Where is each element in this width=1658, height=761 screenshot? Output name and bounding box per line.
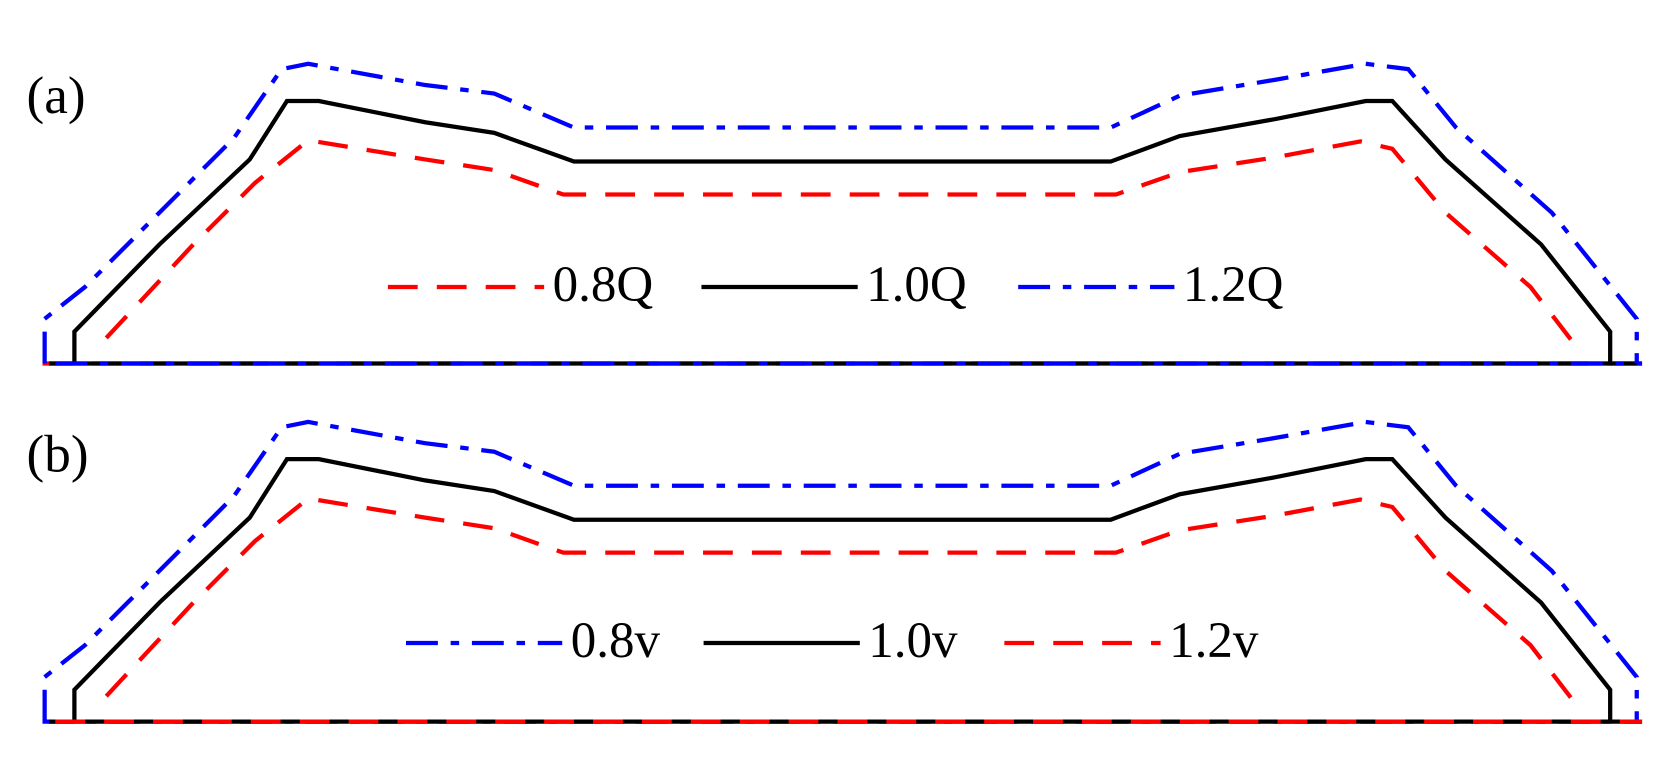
legend-label: 1.0v [868, 613, 958, 669]
panel: (b) 0.8v 1.0v 1.2v [27, 419, 1643, 724]
profile-line [72, 98, 1613, 364]
panel-label: (a) [27, 67, 86, 125]
panel: (a) 0.8Q 1.0Q 1.2Q [27, 61, 1643, 366]
panel-label: (b) [27, 425, 89, 483]
legend-label: 1.0Q [866, 257, 967, 313]
legend-label: 0.8v [571, 613, 661, 669]
legend-label: 1.2v [1169, 613, 1259, 669]
profile-line [42, 419, 1639, 722]
legend-label: 1.2Q [1183, 257, 1284, 313]
profile-line [72, 457, 1613, 722]
profile-line [42, 61, 1639, 364]
profile-line [104, 138, 1575, 344]
legend-label: 0.8Q [553, 257, 654, 313]
profile-line [104, 496, 1575, 702]
